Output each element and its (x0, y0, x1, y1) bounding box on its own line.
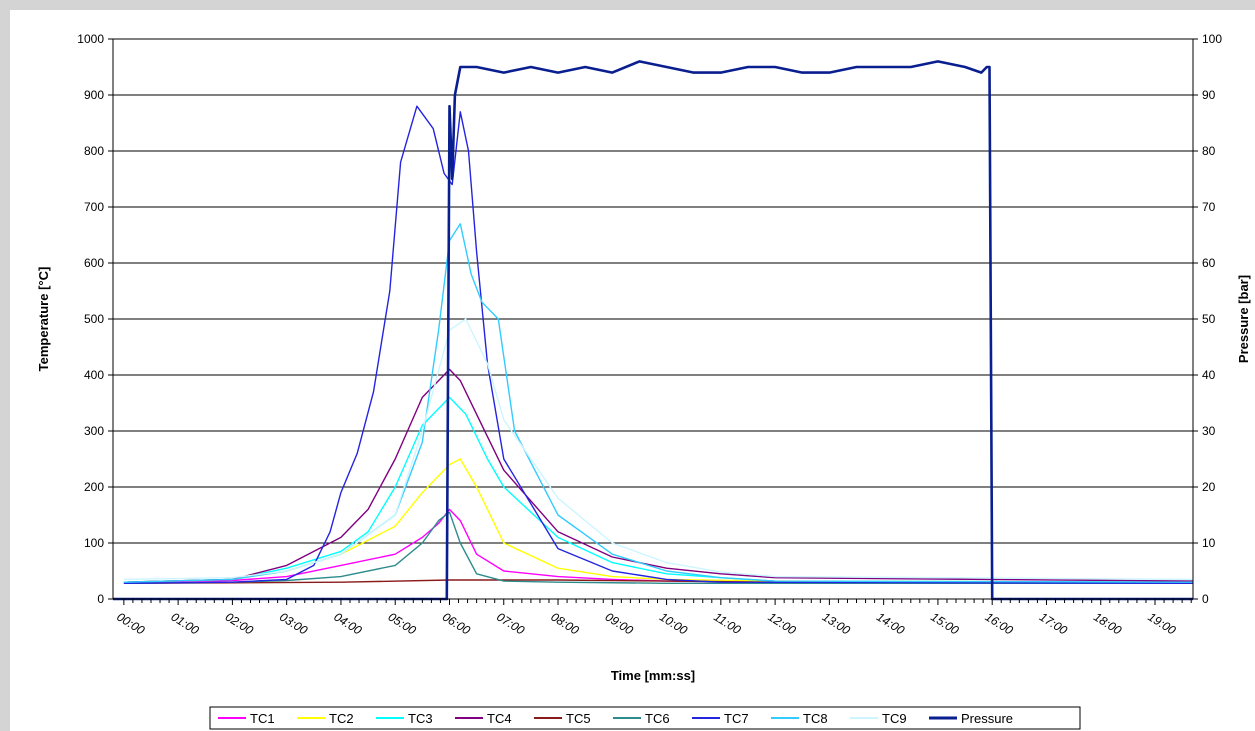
x-axis-title: Time [mm:ss] (611, 668, 695, 683)
x-tick-label: 13:00 (820, 610, 853, 638)
y-tick-label: 300 (84, 424, 104, 438)
y2-tick-label: 10 (1202, 536, 1216, 550)
x-tick-label: 09:00 (603, 610, 636, 638)
y2-tick-label: 90 (1202, 88, 1216, 102)
y2-tick-label: 70 (1202, 200, 1216, 214)
x-tick-label: 05:00 (386, 610, 419, 638)
right-axis-tick-labels: 0 10 20 30 40 50 60 70 80 90 100 (1202, 32, 1222, 606)
y2-tick-label: 40 (1202, 368, 1216, 382)
y2-tick-label: 60 (1202, 256, 1216, 270)
legend-box (209, 706, 1081, 730)
x-tick-label: 19:00 (1145, 610, 1178, 638)
x-tick-label: 01:00 (169, 610, 202, 638)
x-tick-label: 17:00 (1037, 610, 1070, 638)
x-tick-label: 00:00 (114, 610, 147, 638)
legend-label: TC8 (803, 711, 828, 726)
y-tick-label: 1000 (77, 32, 104, 46)
y2-tick-label: 20 (1202, 480, 1216, 494)
y-tick-label: 800 (84, 144, 104, 158)
series-group (113, 60, 1194, 601)
y2-tick-label: 80 (1202, 144, 1216, 158)
y-tick-label: 700 (84, 200, 104, 214)
x-tick-label: 16:00 (983, 610, 1016, 638)
legend-label: TC6 (645, 711, 670, 726)
grid-lines (113, 38, 1193, 544)
y-tick-label: 0 (97, 592, 104, 606)
series-line-tc2 (123, 458, 1194, 583)
x-tick-label: 06:00 (440, 610, 473, 638)
legend-label: TC1 (250, 711, 275, 726)
y-tick-label: 100 (84, 536, 104, 550)
legend-label: TC7 (724, 711, 749, 726)
left-axis-tick-labels: 0 100 200 300 400 500 600 700 800 900 1000 (77, 32, 104, 606)
x-tick-label: 18:00 (1091, 610, 1124, 638)
y-tick-label: 400 (84, 368, 104, 382)
x-tick-label: 10:00 (657, 610, 690, 638)
legend-label: TC3 (408, 711, 433, 726)
series-line-pressure (113, 60, 1193, 601)
x-tick-label: 04:00 (331, 610, 364, 638)
y2-tick-label: 0 (1202, 592, 1209, 606)
x-tick-label: 14:00 (874, 610, 907, 638)
series-line-tc9 (123, 318, 1194, 581)
x-tick-label: 07:00 (494, 610, 527, 638)
legend-label: TC9 (882, 711, 907, 726)
y-axis-title: Temperature [°C] (36, 267, 51, 372)
series-line-tc6 (123, 511, 1193, 584)
y2-tick-label: 100 (1202, 32, 1222, 46)
x-tick-label: 11:00 (711, 610, 743, 637)
series-line-tc8 (123, 223, 1194, 583)
y-tick-label: 600 (84, 256, 104, 270)
legend-label: TC4 (487, 711, 512, 726)
y2-axis-title: Pressure [bar] (1236, 275, 1251, 363)
chart-page: 0 100 200 300 400 500 600 700 800 900 1000 0 10 20 30… (10, 10, 1255, 731)
x-tick-label: 12:00 (766, 610, 799, 638)
chart-svg: 0 100 200 300 400 500 600 700 800 900 1000 0 10 20 30… (36, 32, 1251, 730)
x-axis-tick-labels: 00:00 01:00 02:00 03:00 04:00 05:00 06:00 07:00… (114, 610, 1178, 638)
y2-tick-label: 50 (1202, 312, 1216, 326)
x-tick-label: 15:00 (928, 610, 961, 638)
y-tick-label: 900 (84, 88, 104, 102)
x-tick-label: 08:00 (548, 610, 581, 638)
axes (108, 38, 1198, 605)
series-line-tc4 (123, 368, 1194, 583)
series-line-tc7 (123, 105, 1194, 584)
y-tick-label: 500 (84, 312, 104, 326)
y2-tick-label: 30 (1202, 424, 1216, 438)
legend-label: TC5 (566, 711, 591, 726)
legend: TC1 TC2 TC3 TC4 TC5 TC6 TC7 TC8 TC9 Pressure (209, 706, 1081, 730)
series-line-tc3 (123, 396, 1194, 583)
legend-label: TC2 (329, 711, 354, 726)
y-tick-label: 200 (84, 480, 104, 494)
x-tick-label: 03:00 (277, 610, 310, 638)
legend-label: Pressure (961, 711, 1013, 726)
x-tick-label: 02:00 (223, 610, 256, 638)
